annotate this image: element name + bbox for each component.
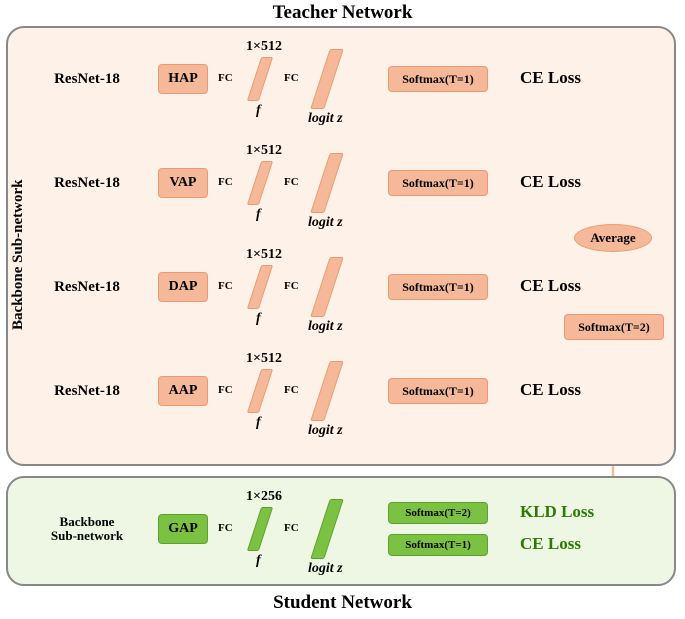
student-backbone: Backbone Sub-network [32,498,142,560]
teacher-pool-0: HAP [158,64,208,94]
teacher-fc2-1: FC [284,176,299,188]
student-f-label: f [256,553,261,569]
teacher-fc1-1: FC [218,176,233,188]
teacher-fc1-3: FC [218,384,233,396]
teacher-fc2-0: FC [284,72,299,84]
student-softmax-t2: Softmax(T=2) [388,502,488,524]
student-ce-loss: CE Loss [520,534,581,554]
teacher-fc2-3: FC [284,384,299,396]
average-node: Average [574,224,652,252]
teacher-fc1-2: FC [218,280,233,292]
teacher-loss-0: CE Loss [520,68,581,88]
teacher-softmax-2: Softmax(T=1) [388,274,488,300]
student-kld-loss: KLD Loss [520,502,594,522]
teacher-softmax-3: Softmax(T=1) [388,378,488,404]
teacher-pool-2: DAP [158,272,208,302]
student-softmax-t1: Softmax(T=1) [388,534,488,556]
teacher-softmax-t2: Softmax(T=2) [564,314,664,340]
teacher-logit-label-1: logit z [308,215,343,231]
teacher-backbone-0: ResNet-18 [32,48,142,110]
student-title: Student Network [0,592,685,614]
student-dim: 1×256 [246,489,282,505]
teacher-loss-2: CE Loss [520,276,581,296]
student-pool: GAP [158,514,208,544]
teacher-backbone-1: ResNet-18 [32,152,142,214]
teacher-dim-1: 1×512 [246,143,282,159]
teacher-pool-3: AAP [158,376,208,406]
teacher-dim-3: 1×512 [246,351,282,367]
teacher-backbone-3: ResNet-18 [32,360,142,422]
teacher-dim-2: 1×512 [246,247,282,263]
teacher-fc1-0: FC [218,72,233,84]
teacher-logit-label-0: logit z [308,111,343,127]
backbone-side-label: Backbone Sub-network [10,130,27,330]
teacher-softmax-0: Softmax(T=1) [388,66,488,92]
average-label: Average [590,230,635,246]
teacher-f-label-3: f [256,415,261,431]
teacher-softmax-1: Softmax(T=1) [388,170,488,196]
teacher-f-label-1: f [256,207,261,223]
teacher-f-label-0: f [256,103,261,119]
teacher-backbone-2: ResNet-18 [32,256,142,318]
teacher-title: Teacher Network [0,2,685,24]
teacher-dim-0: 1×512 [246,39,282,55]
teacher-pool-1: VAP [158,168,208,198]
teacher-fc2-2: FC [284,280,299,292]
student-fc1: FC [218,522,233,534]
teacher-logit-label-3: logit z [308,423,343,439]
teacher-loss-3: CE Loss [520,380,581,400]
teacher-loss-1: CE Loss [520,172,581,192]
teacher-f-label-2: f [256,311,261,327]
student-fc2: FC [284,522,299,534]
student-logit-label: logit z [308,561,343,577]
teacher-logit-label-2: logit z [308,319,343,335]
